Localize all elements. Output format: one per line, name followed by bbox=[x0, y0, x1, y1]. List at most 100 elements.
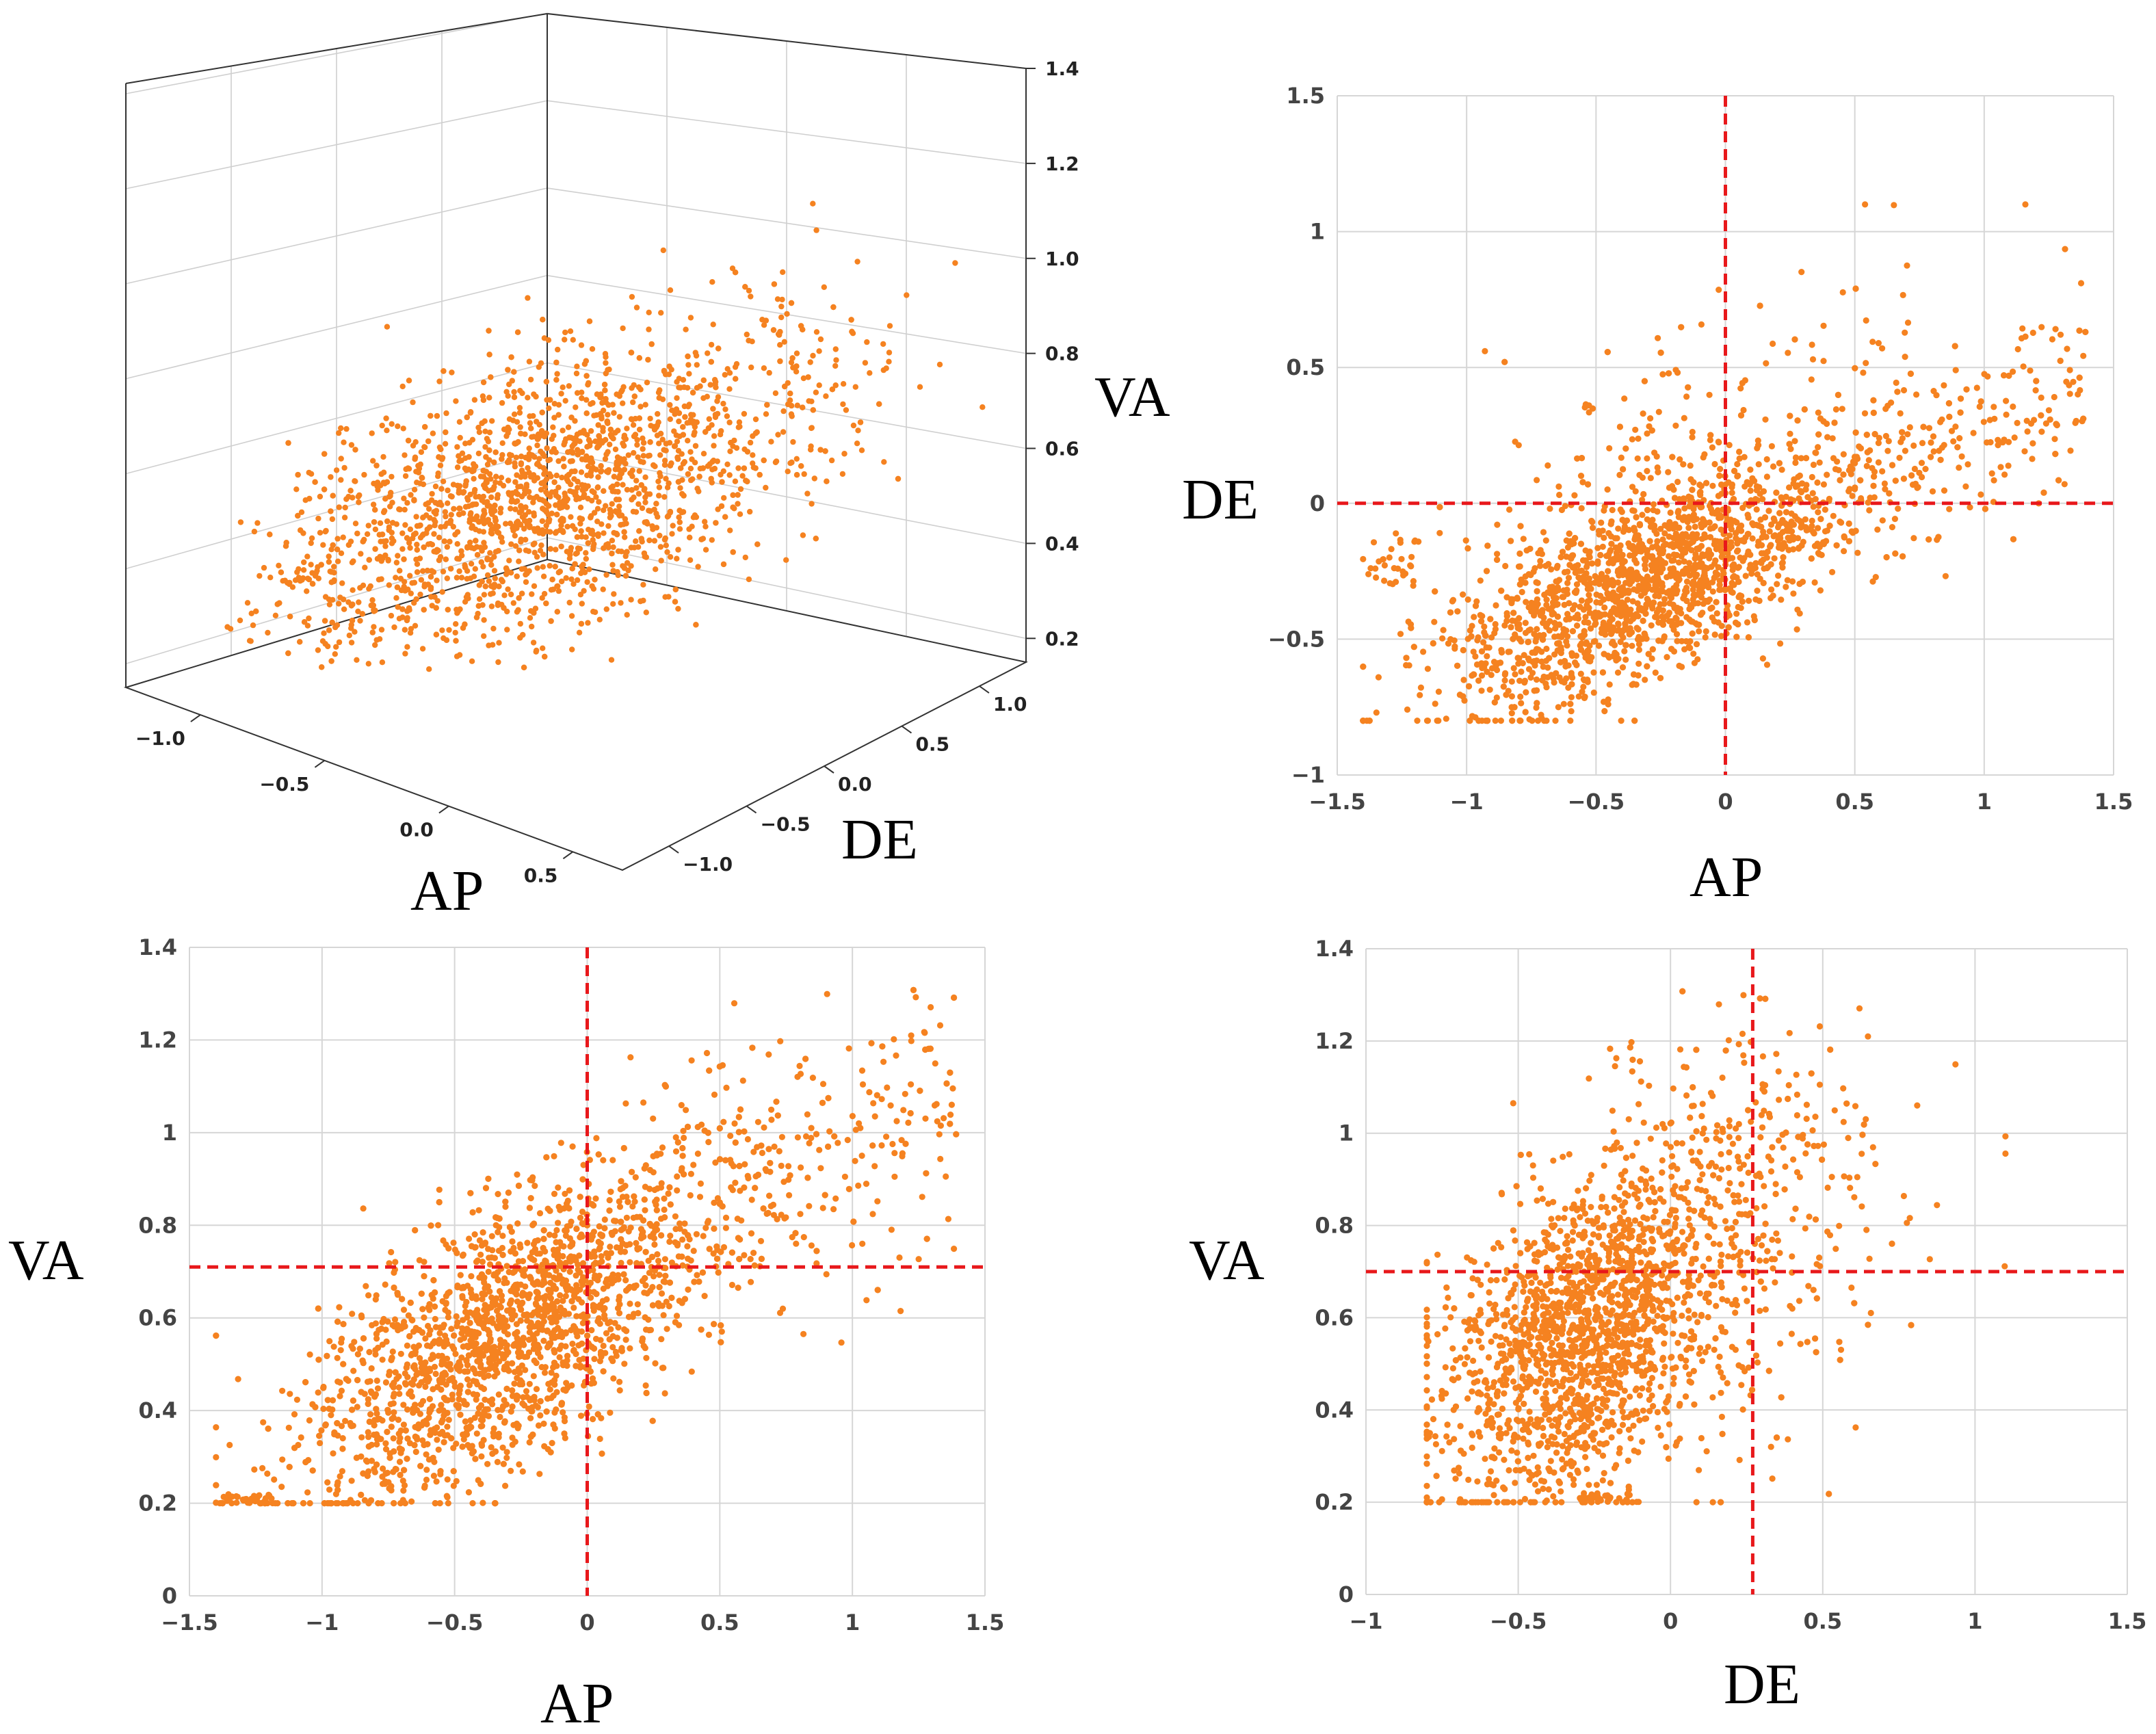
data-point-3d bbox=[895, 475, 902, 482]
data-point bbox=[1657, 674, 1664, 681]
data-point bbox=[1523, 599, 1529, 605]
data-point-3d bbox=[385, 557, 391, 564]
data-point-3d bbox=[511, 369, 517, 375]
data-point-3d bbox=[596, 616, 603, 622]
data-point-3d bbox=[449, 493, 455, 500]
data-point-3d bbox=[516, 547, 523, 553]
data-point bbox=[1580, 573, 1587, 580]
data-point bbox=[1852, 285, 1859, 292]
data-point-3d bbox=[575, 545, 581, 551]
data-point-3d bbox=[533, 648, 539, 655]
data-point-3d bbox=[328, 658, 334, 664]
data-point-3d bbox=[331, 578, 337, 585]
data-point-3d bbox=[635, 501, 642, 508]
z-tick-label-3d: 1.2 bbox=[1045, 153, 1079, 175]
data-point-3d bbox=[508, 452, 514, 458]
data-point-3d bbox=[338, 425, 344, 432]
data-point-3d bbox=[336, 430, 342, 436]
data-point-3d bbox=[752, 416, 759, 423]
data-point bbox=[1554, 578, 1561, 585]
data-point-3d bbox=[336, 504, 342, 510]
data-point-3d bbox=[524, 570, 530, 577]
data-point-3d bbox=[768, 438, 774, 445]
data-point-3d bbox=[519, 390, 525, 396]
data-point bbox=[1686, 560, 1693, 566]
data-point-3d bbox=[276, 562, 282, 568]
data-point bbox=[1635, 646, 1642, 653]
data-point-3d bbox=[548, 587, 555, 593]
data-point bbox=[1774, 581, 1780, 588]
data-point-3d bbox=[551, 415, 557, 421]
data-point-3d bbox=[485, 438, 492, 445]
data-point bbox=[1894, 389, 1901, 395]
data-point-3d bbox=[833, 357, 839, 363]
data-point-3d bbox=[708, 341, 715, 348]
data-point bbox=[1698, 321, 1705, 328]
data-point-3d bbox=[516, 558, 522, 564]
data-point-3d bbox=[636, 415, 642, 421]
data-point bbox=[1783, 583, 1789, 590]
data-point bbox=[1582, 401, 1589, 408]
data-point bbox=[1622, 445, 1629, 452]
data-point-3d bbox=[417, 523, 423, 529]
data-point bbox=[1795, 535, 1802, 542]
data-point-3d bbox=[603, 360, 609, 366]
data-point-3d bbox=[554, 609, 560, 615]
data-point bbox=[1659, 557, 1666, 564]
data-point-3d bbox=[419, 475, 425, 481]
data-point bbox=[1617, 542, 1624, 549]
data-point-3d bbox=[482, 444, 488, 450]
data-point-3d bbox=[450, 523, 456, 530]
data-point-3d bbox=[670, 523, 676, 529]
data-point bbox=[1568, 694, 1575, 700]
data-point bbox=[1537, 547, 1544, 553]
data-point-3d bbox=[696, 488, 702, 495]
data-point-3d bbox=[793, 350, 800, 356]
data-point bbox=[1642, 566, 1649, 573]
data-point bbox=[1597, 551, 1604, 559]
frame-top-left-edge bbox=[125, 13, 548, 84]
data-point bbox=[1604, 486, 1611, 493]
data-point bbox=[1511, 704, 1518, 711]
data-point-3d bbox=[518, 460, 525, 467]
data-point bbox=[1676, 662, 1683, 670]
data-point bbox=[1515, 660, 1522, 667]
data-point-3d bbox=[509, 497, 515, 503]
data-point-3d bbox=[566, 434, 573, 441]
data-point-3d bbox=[588, 428, 594, 434]
data-point-3d bbox=[588, 469, 594, 475]
data-point-3d bbox=[471, 465, 477, 471]
data-point-3d bbox=[539, 518, 546, 524]
data-point-3d bbox=[708, 358, 715, 365]
data-point-3d bbox=[555, 458, 562, 464]
data-point-3d bbox=[683, 326, 689, 332]
data-point-3d bbox=[671, 443, 678, 449]
data-point-3d bbox=[365, 661, 371, 667]
data-point-3d bbox=[501, 426, 508, 432]
data-point-3d bbox=[676, 418, 682, 425]
data-point bbox=[1590, 669, 1597, 676]
data-point-3d bbox=[560, 456, 566, 462]
data-point-3d bbox=[348, 622, 354, 628]
data-point bbox=[1432, 700, 1438, 707]
data-point-3d bbox=[608, 657, 615, 663]
data-point bbox=[1906, 424, 1913, 431]
data-point-3d bbox=[473, 614, 480, 620]
data-point bbox=[1767, 561, 1774, 568]
data-point-3d bbox=[432, 518, 438, 525]
data-point-3d bbox=[687, 534, 693, 540]
data-point-3d bbox=[821, 284, 828, 290]
data-point-3d bbox=[637, 386, 644, 393]
data-point-3d bbox=[550, 424, 556, 430]
data-point-3d bbox=[839, 471, 846, 477]
data-point bbox=[1689, 486, 1696, 493]
data-point bbox=[1808, 376, 1815, 383]
data-point-3d bbox=[583, 397, 590, 403]
data-point-3d bbox=[702, 523, 709, 529]
data-point bbox=[1644, 468, 1651, 475]
data-point bbox=[1733, 610, 1740, 617]
data-point bbox=[1698, 594, 1705, 601]
data-point bbox=[1553, 601, 1560, 608]
data-point bbox=[1744, 479, 1750, 486]
data-point-3d bbox=[389, 540, 395, 547]
